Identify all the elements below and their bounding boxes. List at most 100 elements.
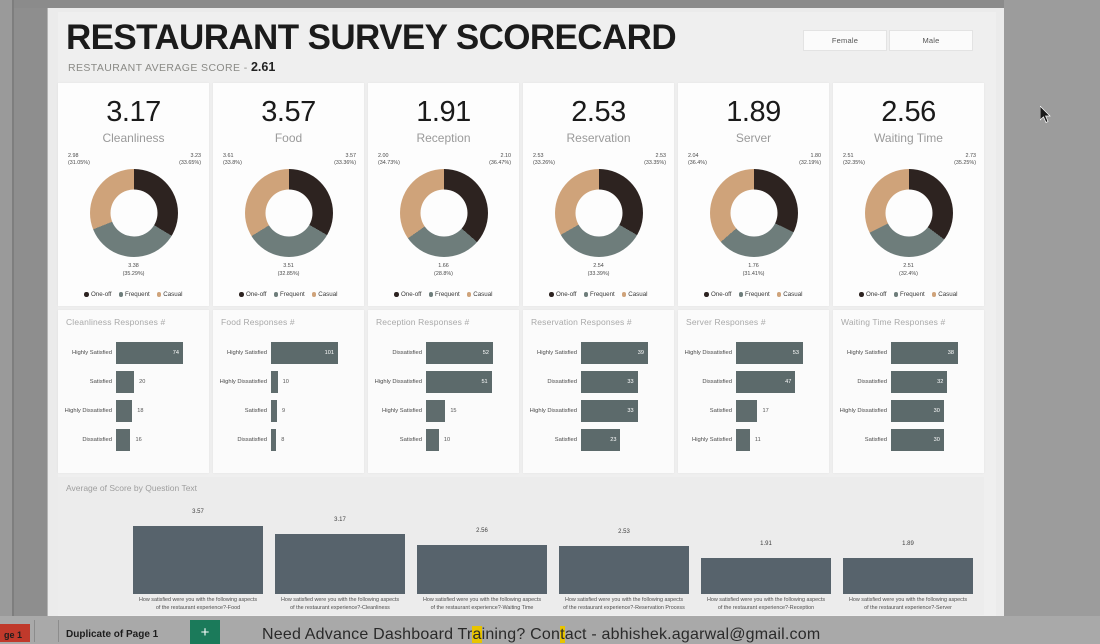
question-bar-column[interactable]: 3.17 How satisfied were you with the fol… bbox=[275, 501, 405, 613]
legend-item-one-off[interactable]: One-off bbox=[239, 291, 267, 298]
legend-item-one-off[interactable]: One-off bbox=[549, 291, 577, 298]
legend-item-casual[interactable]: Casual bbox=[931, 291, 958, 298]
legend-item-frequent[interactable]: Frequent bbox=[583, 291, 615, 298]
legend-item-one-off[interactable]: One-off bbox=[704, 291, 732, 298]
page-tab-duplicate-of-page-1[interactable]: Duplicate of Page 1 bbox=[66, 629, 159, 640]
donut-label-casual: 2.00 (34.73%) bbox=[378, 153, 400, 167]
gender-slicer[interactable]: Female Male bbox=[803, 30, 973, 51]
legend-item-frequent[interactable]: Frequent bbox=[118, 291, 150, 298]
legend-item-casual[interactable]: Casual bbox=[466, 291, 493, 298]
response-panel-reception-responses[interactable]: Reception Responses # Dissatisfied 52 Hi… bbox=[368, 310, 519, 473]
kpi-card-food[interactable]: 3.57 Food 3.61 (33.8%) 3.57 (33.36%) 3.51(… bbox=[213, 83, 364, 306]
bar-row[interactable]: Highly Satisfied 11 bbox=[678, 425, 829, 454]
status-separator-2 bbox=[58, 620, 59, 642]
question-bar-column[interactable]: 2.53 How satisfied were you with the fol… bbox=[559, 501, 689, 613]
response-panel-server-responses[interactable]: Server Responses # Highly Dissatisfied 5… bbox=[678, 310, 829, 473]
bar-row[interactable]: Satisfied 23 bbox=[523, 425, 674, 454]
kpi-card-cleanliness[interactable]: 3.17 Cleanliness 2.98 (31.05%) 3.23 (33.65… bbox=[58, 83, 209, 306]
question-bar-column[interactable]: 1.91 How satisfied were you with the fol… bbox=[701, 501, 831, 613]
donut-chart[interactable]: 2.00 (34.73%) 2.10 (36.47%) 1.66 (28.8%) bbox=[368, 153, 519, 278]
legend-item-casual[interactable]: Casual bbox=[156, 291, 183, 298]
bar-row[interactable]: Highly Satisfied 39 bbox=[523, 338, 674, 367]
donut-label-casual: 2.53 (33.26%) bbox=[533, 153, 555, 167]
legend-item-frequent[interactable]: Frequent bbox=[428, 291, 460, 298]
legend-item-casual[interactable]: Casual bbox=[311, 291, 338, 298]
legend-item-one-off[interactable]: One-off bbox=[84, 291, 112, 298]
bar-row[interactable]: Satisfied 30 bbox=[833, 425, 984, 454]
bar-row[interactable]: Dissatisfied 52 bbox=[368, 338, 519, 367]
bar-row[interactable]: Dissatisfied 16 bbox=[58, 425, 209, 454]
response-panel-reservation-responses[interactable]: Reservation Responses # Highly Satisfied… bbox=[523, 310, 674, 473]
legend-item-frequent[interactable]: Frequent bbox=[273, 291, 305, 298]
donut-chart[interactable]: 2.98 (31.05%) 3.23 (33.65%) 3.38 (35.29%) bbox=[58, 153, 209, 278]
response-panel-cleanliness-responses[interactable]: Cleanliness Responses # Highly Satisfied… bbox=[58, 310, 209, 473]
bar-value: 8 bbox=[281, 436, 285, 443]
kpi-card-reception[interactable]: 1.91 Reception 2.00 (34.73%) 2.10 (36.47%)… bbox=[368, 83, 519, 306]
bar-row[interactable]: Highly Dissatisfied 33 bbox=[523, 396, 674, 425]
bar-label: Satisfied bbox=[864, 436, 887, 443]
donut-label-frequent: 3.51 (32.85%) bbox=[277, 263, 300, 277]
bar-row[interactable]: Highly Dissatisfied 30 bbox=[833, 396, 984, 425]
response-panel-waiting-time-responses[interactable]: Waiting Time Responses # Highly Satisfie… bbox=[833, 310, 984, 473]
bar-row[interactable]: Satisfied 10 bbox=[368, 425, 519, 454]
slicer-option-female[interactable]: Female bbox=[803, 30, 887, 51]
kpi-score: 2.53 bbox=[571, 96, 626, 128]
kpi-card-waiting-time[interactable]: 2.56 Waiting Time 2.51 (32.35%) 2.73 (35.2… bbox=[833, 83, 984, 306]
bar-fill bbox=[116, 428, 131, 451]
question-bar-column[interactable]: 2.56 How satisfied were you with the fol… bbox=[417, 501, 547, 613]
bar-fill: 53 bbox=[736, 341, 803, 364]
kpi-score: 1.89 bbox=[726, 96, 781, 128]
bar-row[interactable]: Dissatisfied 8 bbox=[213, 425, 364, 454]
kpi-card-reservation[interactable]: 2.53 Reservation 2.53 (33.26%) 2.53 (33.35… bbox=[523, 83, 674, 306]
legend-item-casual[interactable]: Casual bbox=[621, 291, 648, 298]
bar-value: 10 bbox=[443, 436, 451, 443]
bar-list: Highly Satisfied 74 Satisfied 20 Highly … bbox=[58, 338, 209, 454]
legend-dot-icon bbox=[239, 292, 244, 297]
response-panel-food-responses[interactable]: Food Responses # Highly Satisfied 101 Hi… bbox=[213, 310, 364, 473]
bar-row[interactable]: Highly Satisfied 74 bbox=[58, 338, 209, 367]
bar-row[interactable]: Highly Dissatisfied 10 bbox=[213, 367, 364, 396]
legend-item-one-off[interactable]: One-off bbox=[394, 291, 422, 298]
promo-highlight-1: a bbox=[472, 626, 482, 643]
bar-value-label: 1.91 bbox=[760, 541, 772, 547]
page-indicator: ge 1 bbox=[4, 630, 23, 640]
bar-value-label: 3.57 bbox=[192, 509, 204, 515]
kpi-card-server[interactable]: 1.89 Server 2.04 (36.4%) 1.80 (32.19%) 1.7… bbox=[678, 83, 829, 306]
donut-legend: One-off Frequent Casual bbox=[678, 291, 829, 298]
legend-item-frequent[interactable]: Frequent bbox=[738, 291, 770, 298]
bar-fill bbox=[736, 399, 758, 422]
legend-dot-icon bbox=[621, 292, 627, 297]
donut-chart[interactable]: 2.04 (36.4%) 1.80 (32.19%) 1.76 (31.41%) bbox=[678, 153, 829, 278]
slicer-option-male[interactable]: Male bbox=[889, 30, 973, 51]
legend-item-one-off[interactable]: One-off bbox=[859, 291, 887, 298]
bar-row[interactable]: Satisfied 17 bbox=[678, 396, 829, 425]
bar-row[interactable]: Satisfied 20 bbox=[58, 367, 209, 396]
donut-ring bbox=[89, 169, 178, 257]
legend-item-frequent[interactable]: Frequent bbox=[893, 291, 925, 298]
question-bar-column[interactable]: 1.89 How satisfied were you with the fol… bbox=[843, 501, 973, 613]
bar-row[interactable]: Highly Dissatisfied 18 bbox=[58, 396, 209, 425]
bar-value: 38 bbox=[947, 349, 954, 356]
donut-chart[interactable]: 2.53 (33.26%) 2.53 (33.35%) 2.54 (33.39%) bbox=[523, 153, 674, 278]
bar-list: Dissatisfied 52 Highly Dissatisfied 51 H… bbox=[368, 338, 519, 454]
bar-row[interactable]: Dissatisfied 47 bbox=[678, 367, 829, 396]
bar-track: 53 bbox=[736, 338, 829, 367]
bar-row[interactable]: Highly Satisfied 15 bbox=[368, 396, 519, 425]
kpi-score: 2.56 bbox=[881, 96, 936, 128]
question-bar-column[interactable]: 3.57 How satisfied were you with the fol… bbox=[133, 501, 263, 613]
bar-row[interactable]: Highly Satisfied 101 bbox=[213, 338, 364, 367]
donut-legend: One-off Frequent Casual bbox=[213, 291, 364, 298]
panel-title: Waiting Time Responses # bbox=[841, 317, 946, 327]
bar-row[interactable]: Dissatisfied 32 bbox=[833, 367, 984, 396]
bar-row[interactable]: Highly Dissatisfied 51 bbox=[368, 367, 519, 396]
bar-row[interactable]: Highly Dissatisfied 53 bbox=[678, 338, 829, 367]
donut-label-frequent: 3.38 (35.29%) bbox=[122, 263, 145, 277]
bar-track: 23 bbox=[581, 425, 674, 454]
legend-item-casual[interactable]: Casual bbox=[776, 291, 803, 298]
bar-row[interactable]: Satisfied 9 bbox=[213, 396, 364, 425]
add-page-button[interactable]: + bbox=[190, 620, 220, 644]
bar-row[interactable]: Highly Satisfied 38 bbox=[833, 338, 984, 367]
bar-row[interactable]: Dissatisfied 33 bbox=[523, 367, 674, 396]
donut-chart[interactable]: 3.61 (33.8%) 3.57 (33.36%) 3.51 (32.85%) bbox=[213, 153, 364, 278]
donut-chart[interactable]: 2.51 (32.35%) 2.73 (35.25%) 2.51 (32.4%) bbox=[833, 153, 984, 278]
